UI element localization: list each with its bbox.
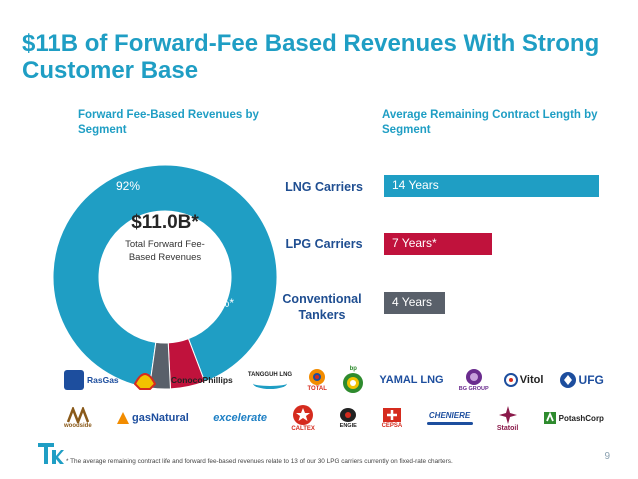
bp-helios-icon xyxy=(343,373,364,393)
slice-label-tankers: 3% xyxy=(196,303,214,317)
logo-total: TOTAL xyxy=(307,368,327,392)
donut-center-value: $11.0B* xyxy=(131,212,199,233)
bar-chart-title: Average Remaining Contract Length by Seg… xyxy=(382,109,598,136)
category-label-lpg: LPG Carriers xyxy=(285,237,363,251)
logo-bg-group: BG GROUP xyxy=(459,368,489,392)
donut-center-label: Total Forward Fee-Based Revenues xyxy=(125,239,205,263)
rasgas-mark-icon xyxy=(64,370,84,390)
logo-rasgas: RasGas xyxy=(64,370,119,390)
tangguh-wave-icon xyxy=(252,378,287,389)
donut-slice-lng xyxy=(52,164,278,389)
slice-label-lpg: 5%* xyxy=(212,296,235,310)
customer-logos-row-2: woodside gasNatural excelerate CALTEX EN… xyxy=(64,400,604,436)
logo-engie: ENGIE xyxy=(339,407,357,429)
bar-lng: 14 Years xyxy=(384,175,599,197)
vitol-icon xyxy=(503,373,518,387)
cheniere-swoosh-icon xyxy=(426,422,473,425)
logo-potashcorp: PotashCorp xyxy=(543,411,604,425)
bg-group-icon xyxy=(465,369,482,385)
slice-label-lng: 92% xyxy=(116,179,141,193)
page-title: $11B of Forward-Fee Based Revenues With … xyxy=(22,30,600,84)
statoil-star-icon xyxy=(498,405,517,424)
logo-excelerate: excelerate xyxy=(213,412,268,424)
logo-ufg: UFG xyxy=(559,371,604,389)
category-label-lng: LNG Carriers xyxy=(285,180,363,194)
logo-cheniere: CHENIERE xyxy=(426,411,473,425)
cepsa-icon xyxy=(382,408,401,422)
logo-woodside: woodside xyxy=(64,407,92,429)
logo-shell xyxy=(133,370,156,390)
logo-caltex: CALTEX xyxy=(291,404,315,432)
bar-lpg: 7 Years* xyxy=(384,233,492,255)
bar-tankers: 4 Years xyxy=(384,292,446,314)
bar-label-lpg: 7 Years* xyxy=(392,236,437,250)
bar-label-tankers: 4 Years xyxy=(392,295,433,309)
footnote: * The average remaining contract life an… xyxy=(66,458,453,465)
logo-bp: bp xyxy=(342,366,364,394)
shell-icon xyxy=(133,373,156,390)
logo-yamal-lng: YAMAL LNG xyxy=(379,374,444,386)
caltex-star-icon xyxy=(293,405,314,425)
ufg-icon xyxy=(559,372,576,388)
page-number: 9 xyxy=(604,451,610,462)
bar-label-lng: 14 Years xyxy=(392,178,439,192)
logo-cepsa: CEPSA xyxy=(382,407,402,429)
potashcorp-icon xyxy=(543,411,556,424)
donut-chart xyxy=(52,164,278,390)
donut-slice-tankers xyxy=(148,341,171,390)
total-icon xyxy=(309,369,326,385)
category-label-tankers: Conventional Tankers xyxy=(282,292,362,322)
logo-gasnatural: gasNatural xyxy=(116,411,189,425)
logo-vitol: Vitol xyxy=(503,373,543,387)
donut-chart-title: Forward Fee-Based Revenues by Segment xyxy=(78,109,259,136)
tk-logo-icon xyxy=(38,443,64,464)
woodside-icon xyxy=(66,407,89,423)
engie-icon xyxy=(340,408,357,422)
gasnatural-icon xyxy=(117,412,129,424)
logo-tangguh: TANGGUH LNG xyxy=(248,372,292,389)
logo-statoil: Statoil xyxy=(497,405,518,432)
logo-conocophillips: ConocoPhillips xyxy=(170,375,233,385)
customer-logos-row-1: RasGas ConocoPhillips TANGGUH LNG TOTAL … xyxy=(64,362,604,398)
